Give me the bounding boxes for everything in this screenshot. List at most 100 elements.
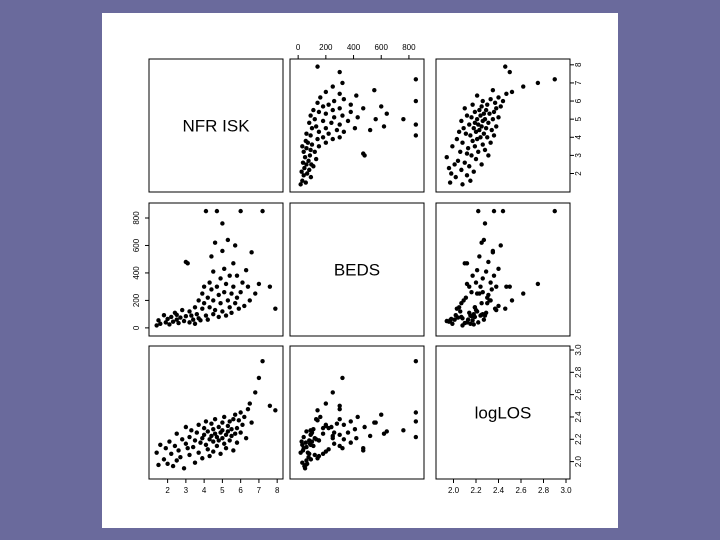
point-nfrisk-vs-loglos-26 xyxy=(460,140,465,145)
point-beds-vs-nfrisk-7 xyxy=(169,314,174,320)
point-beds-vs-loglos-28 xyxy=(470,318,475,323)
point-beds-vs-loglos-71 xyxy=(492,306,498,311)
point-beds-vs-nfrisk-39 xyxy=(209,287,214,292)
point-loglos-vs-nfrisk-76 xyxy=(243,435,249,441)
point-loglos-vs-beds-58 xyxy=(340,446,345,451)
point-loglos-vs-nfrisk-79 xyxy=(249,420,254,425)
point-beds-vs-loglos-17 xyxy=(486,259,491,265)
point-beds-vs-loglos-12 xyxy=(462,320,467,326)
point-nfrisk-vs-loglos-59 xyxy=(487,111,492,116)
point-nfrisk-vs-loglos-11 xyxy=(479,162,484,167)
point-beds-vs-nfrisk-25 xyxy=(194,311,200,317)
point-nfrisk-vs-loglos-24 xyxy=(450,144,455,149)
point-beds-vs-loglos-76 xyxy=(474,267,480,273)
point-loglos-vs-nfrisk-75 xyxy=(242,414,247,420)
point-loglos-vs-nfrisk-67 xyxy=(232,431,238,436)
tick-label-bottom-nfrisk-6: 8 xyxy=(275,486,280,495)
point-loglos-vs-beds-82 xyxy=(413,358,419,364)
point-nfrisk-vs-beds-4 xyxy=(301,173,306,178)
point-nfrisk-vs-beds-37 xyxy=(341,129,347,135)
point-loglos-vs-nfrisk-16 xyxy=(183,441,189,446)
point-nfrisk-vs-loglos-48 xyxy=(486,120,491,125)
point-loglos-vs-nfrisk-25 xyxy=(194,430,200,435)
point-beds-vs-loglos-72 xyxy=(500,208,506,214)
point-loglos-vs-nfrisk-45 xyxy=(212,416,218,422)
point-loglos-vs-beds-77 xyxy=(337,406,342,412)
tick-label-right-nfrisk-2: 4 xyxy=(574,135,583,140)
point-nfrisk-vs-loglos-32 xyxy=(478,135,483,140)
point-loglos-vs-nfrisk-31 xyxy=(201,425,207,431)
point-loglos-vs-beds-74 xyxy=(341,422,347,427)
tick-label-bottom-loglos-1: 2.2 xyxy=(470,486,482,495)
point-beds-vs-nfrisk-59 xyxy=(225,298,231,303)
point-beds-vs-nfrisk-60 xyxy=(225,237,231,243)
diagonal-label-nfrisk: NFR ISK xyxy=(182,117,250,136)
tick-label-right-nfrisk-1: 3 xyxy=(574,153,583,158)
point-beds-vs-loglos-78 xyxy=(509,298,515,303)
point-nfrisk-vs-beds-82 xyxy=(413,77,419,82)
point-beds-vs-loglos-61 xyxy=(472,305,478,310)
point-beds-vs-loglos-67 xyxy=(479,300,484,306)
point-beds-vs-nfrisk-34 xyxy=(203,208,209,214)
point-nfrisk-vs-beds-44 xyxy=(381,124,387,129)
panel-frame-loglos-nfrisk xyxy=(148,345,284,480)
point-loglos-vs-nfrisk-68 xyxy=(232,412,238,417)
point-nfrisk-vs-beds-78 xyxy=(323,89,329,95)
panel-frame-loglos-beds xyxy=(289,345,425,480)
point-nfrisk-vs-loglos-20 xyxy=(458,149,463,154)
point-nfrisk-vs-beds-71 xyxy=(315,100,320,106)
point-nfrisk-vs-beds-66 xyxy=(337,106,342,111)
point-loglos-vs-beds-49 xyxy=(307,438,312,443)
point-beds-vs-nfrisk-10 xyxy=(174,317,179,322)
panel-frame-nfrisk-beds xyxy=(289,58,425,193)
point-loglos-vs-beds-37 xyxy=(341,437,347,442)
point-beds-vs-nfrisk-4 xyxy=(163,320,168,325)
point-beds-vs-nfrisk-12 xyxy=(176,320,181,326)
point-loglos-vs-nfrisk-82 xyxy=(260,358,265,364)
point-beds-vs-loglos-82 xyxy=(552,208,557,214)
tick-label-bottom-nfrisk-3: 5 xyxy=(220,486,225,495)
point-nfrisk-vs-beds-18 xyxy=(361,151,366,156)
point-nfrisk-vs-beds-10 xyxy=(304,162,309,167)
point-beds-vs-loglos-24 xyxy=(450,321,455,326)
point-nfrisk-vs-beds-6 xyxy=(299,169,304,174)
point-loglos-vs-nfrisk-18 xyxy=(185,446,190,451)
point-nfrisk-vs-beds-43 xyxy=(323,126,329,131)
point-beds-vs-loglos-49 xyxy=(472,314,478,320)
point-beds-vs-nfrisk-80 xyxy=(253,291,258,296)
point-loglos-vs-nfrisk-48 xyxy=(216,424,221,430)
point-loglos-vs-nfrisk-12 xyxy=(176,448,181,453)
point-beds-vs-loglos-66 xyxy=(494,284,499,289)
point-loglos-vs-beds-57 xyxy=(308,432,313,438)
point-loglos-vs-beds-62 xyxy=(348,419,353,424)
point-loglos-vs-nfrisk-24 xyxy=(192,460,198,465)
point-beds-vs-nfrisk-6 xyxy=(167,322,172,327)
point-beds-vs-nfrisk-61 xyxy=(227,305,232,310)
point-loglos-vs-nfrisk-1 xyxy=(156,462,161,468)
point-nfrisk-vs-beds-42 xyxy=(352,126,358,131)
tick-label-right-nfrisk-4: 6 xyxy=(574,98,583,103)
point-loglos-vs-nfrisk-26 xyxy=(196,450,201,455)
point-loglos-vs-beds-60 xyxy=(384,429,389,434)
point-beds-vs-nfrisk-11 xyxy=(174,312,179,318)
point-beds-vs-nfrisk-20 xyxy=(187,309,192,314)
point-loglos-vs-nfrisk-14 xyxy=(180,437,185,442)
tick-label-left-beds-3: 600 xyxy=(132,238,141,252)
point-nfrisk-vs-beds-46 xyxy=(337,122,342,127)
point-beds-vs-loglos-62 xyxy=(491,273,497,278)
point-nfrisk-vs-beds-13 xyxy=(306,158,311,164)
panel-frame-beds-beds xyxy=(289,202,425,337)
point-loglos-vs-nfrisk-56 xyxy=(222,414,227,420)
point-nfrisk-vs-loglos-12 xyxy=(462,160,467,165)
point-loglos-vs-beds-6 xyxy=(299,439,304,444)
point-beds-vs-nfrisk-53 xyxy=(220,309,225,314)
point-beds-vs-loglos-36 xyxy=(481,317,487,322)
point-nfrisk-vs-beds-60 xyxy=(384,111,389,116)
point-nfrisk-vs-beds-83 xyxy=(337,69,342,75)
point-nfrisk-vs-loglos-0 xyxy=(460,182,465,187)
point-nfrisk-vs-beds-63 xyxy=(330,107,335,113)
point-nfrisk-vs-beds-1 xyxy=(303,180,308,185)
tick-label-left-beds-2: 400 xyxy=(132,266,141,280)
point-nfrisk-vs-beds-32 xyxy=(337,135,342,140)
point-nfrisk-vs-beds-40 xyxy=(367,127,373,133)
